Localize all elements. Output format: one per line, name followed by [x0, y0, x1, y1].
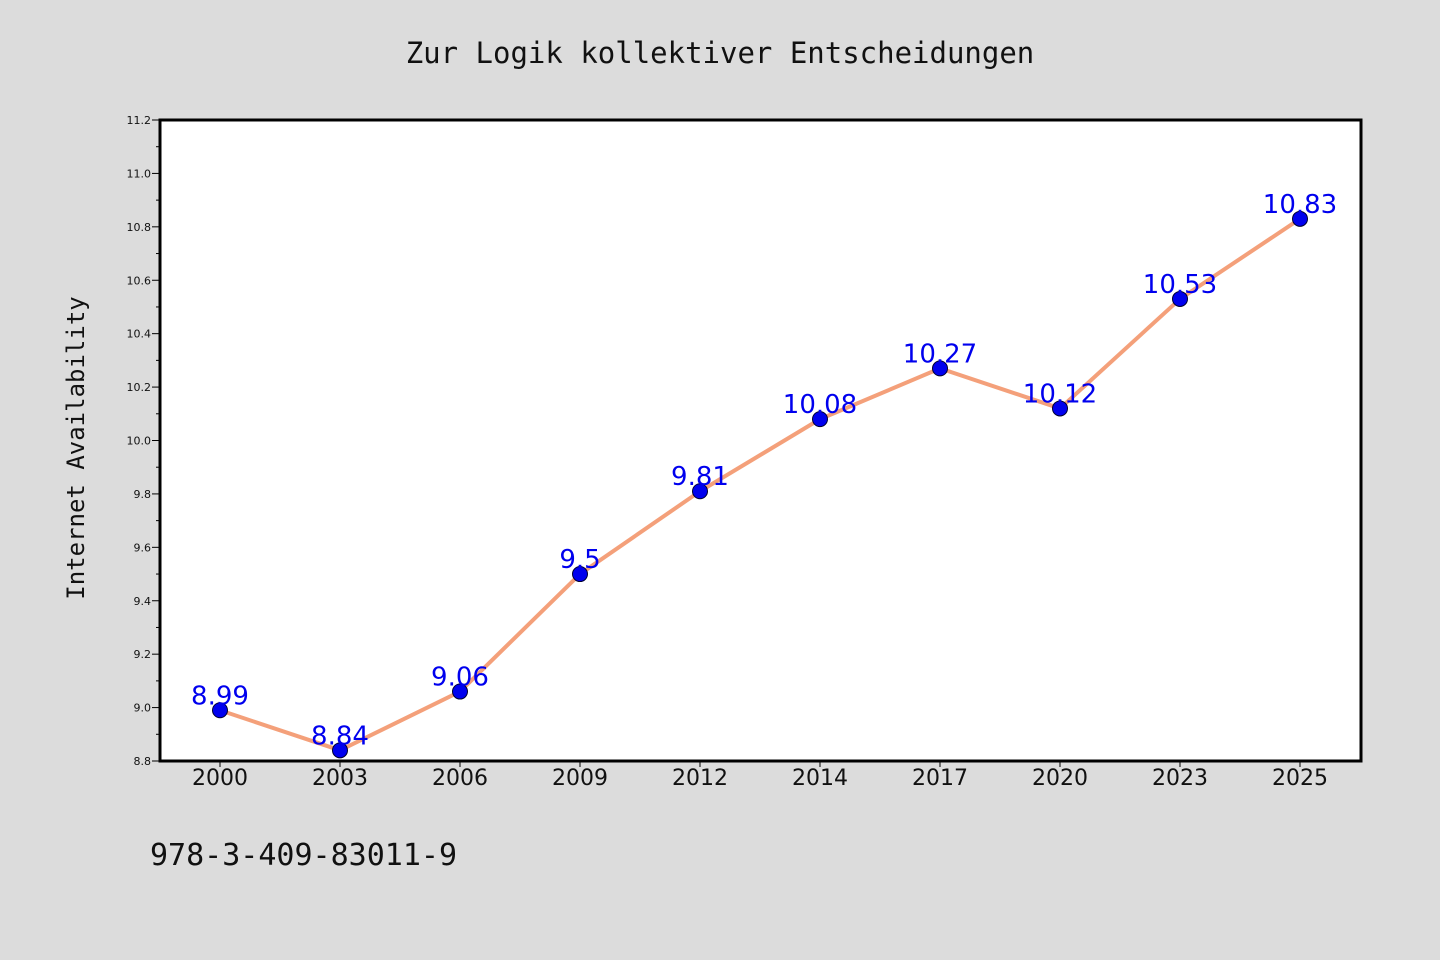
x-tick-label: 2012 — [672, 766, 728, 791]
data-point — [572, 566, 588, 583]
x-tick-label: 2017 — [912, 766, 968, 791]
data-point — [932, 360, 948, 377]
data-label: 10.27 — [903, 339, 977, 369]
data-label: 10.83 — [1263, 190, 1337, 220]
data-point — [1052, 400, 1068, 417]
x-tick-label: 2023 — [1152, 766, 1208, 791]
y-tick-label: 9.0 — [134, 702, 152, 715]
y-axis: 8.8 9.0 9.2 9.4 9.6 9.8 10.0 10.2 10.4 10.6 10.8 11… — [127, 114, 160, 768]
data-label: 9.5 — [559, 545, 600, 575]
plot-frame — [158, 118, 1363, 763]
data-point — [812, 411, 828, 428]
y-tick-label: 11.2 — [127, 114, 152, 127]
data-point — [1292, 210, 1308, 227]
series-group: 8.99 8.84 9.06 9.5 9.81 10.08 10.27 10.12 10.53 1… — [191, 190, 1337, 759]
y-tick-label: 9.8 — [134, 488, 152, 501]
y-tick-label: 11.0 — [127, 167, 152, 180]
y-tick-label: 8.8 — [134, 755, 152, 768]
y-tick-label: 10.8 — [127, 221, 152, 234]
data-label: 8.84 — [311, 721, 369, 751]
data-label: 10.53 — [1143, 270, 1217, 300]
x-tick-label: 2003 — [312, 766, 368, 791]
data-point — [332, 742, 348, 759]
data-point — [212, 702, 228, 719]
data-label: 9.06 — [431, 663, 489, 693]
y-tick-label: 9.4 — [134, 595, 152, 608]
data-label: 8.99 — [191, 681, 249, 711]
y-tick-label: 9.2 — [134, 648, 152, 661]
data-label: 10.08 — [783, 390, 857, 420]
y-axis-label: Internet Availability — [62, 296, 90, 599]
y-tick-label: 10.6 — [127, 274, 152, 287]
y-tick-label: 10.4 — [127, 328, 152, 341]
y-tick-label: 10.0 — [127, 435, 152, 448]
data-label: 9.81 — [671, 462, 729, 492]
data-label: 10.12 — [1023, 379, 1097, 409]
x-tick-label: 2006 — [432, 766, 488, 791]
isbn-text: 978-3-409-83011-9 — [150, 838, 457, 873]
x-tick-label: 2020 — [1032, 766, 1088, 791]
y-tick-label: 10.2 — [127, 381, 152, 394]
data-point — [452, 683, 468, 700]
chart-title: Zur Logik kollektiver Entscheidungen — [406, 36, 1035, 70]
x-axis: 2000 2003 2006 2009 2012 2014 2017 2020 2023 2025 — [192, 761, 1328, 791]
x-tick-label: 2009 — [552, 766, 608, 791]
y-tick-label: 9.6 — [134, 541, 152, 554]
plot-area — [160, 120, 1361, 761]
x-tick-label: 2025 — [1272, 766, 1328, 791]
data-point — [692, 483, 708, 500]
series-line — [218, 216, 1302, 753]
x-tick-label: 2014 — [792, 766, 848, 791]
data-point — [1172, 290, 1188, 307]
x-tick-label: 2000 — [192, 766, 248, 791]
